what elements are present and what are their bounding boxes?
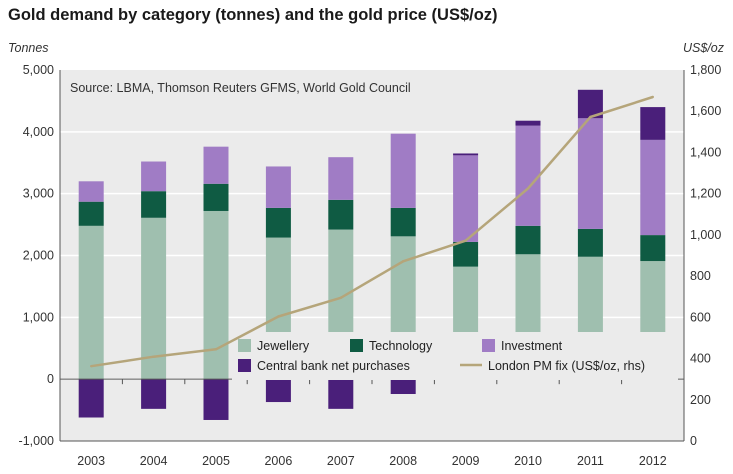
- y-tick-label: 4,000: [23, 125, 54, 139]
- y-right-tick-label: 600: [690, 310, 711, 324]
- bar-central-bank: [515, 120, 541, 126]
- bar-technology: [390, 207, 416, 237]
- bar-technology: [640, 235, 666, 262]
- bar-investment: [203, 146, 229, 184]
- y-tick-label: 3,000: [23, 187, 54, 201]
- bar-investment: [515, 125, 541, 226]
- x-tick-label: 2011: [577, 454, 604, 468]
- y-tick-label: -1,000: [19, 434, 54, 448]
- legend-label: Central bank net purchases: [257, 359, 410, 373]
- legend-swatch: [482, 339, 495, 352]
- bar-central-bank: [390, 379, 416, 395]
- legend-swatch: [238, 359, 251, 372]
- x-tick-label: 2006: [264, 454, 292, 468]
- bar-investment: [328, 157, 354, 200]
- price-point: [651, 95, 654, 99]
- price-point: [526, 187, 530, 190]
- bar-central-bank: [203, 379, 229, 420]
- x-tick-label: 2003: [77, 454, 105, 468]
- x-tick-label: 2008: [389, 454, 417, 468]
- bar-technology: [328, 199, 354, 230]
- y-tick-label: 1,000: [23, 310, 54, 324]
- price-line: [91, 95, 654, 368]
- x-tick-label: 2009: [452, 454, 480, 468]
- bar-technology: [141, 191, 167, 218]
- price-point: [464, 239, 467, 242]
- y-right-tick-label: 800: [690, 269, 711, 283]
- price-point: [402, 260, 405, 263]
- bar-investment: [390, 133, 416, 208]
- y-right-tick-label: 0: [690, 434, 697, 448]
- bar-jewellery: [78, 225, 104, 380]
- legend-label: Technology: [369, 339, 433, 353]
- legend-label: Jewellery: [257, 339, 310, 353]
- bar-investment: [453, 155, 479, 242]
- y-axis-right-title: US$/oz: [683, 41, 725, 55]
- legend: Jewellery Technology Investment Central ban…: [232, 332, 678, 380]
- bar-investment: [577, 118, 603, 229]
- y-tick-label: 0: [47, 372, 54, 386]
- legend-box: [232, 332, 678, 380]
- y-tick-label: 2,000: [23, 249, 54, 263]
- bar-investment: [141, 161, 167, 192]
- price-point: [214, 348, 218, 351]
- bar-technology: [265, 207, 291, 238]
- bar-central-bank: [453, 153, 479, 156]
- y-right-tick-label: 200: [690, 393, 711, 407]
- source-note: Source: LBMA, Thomson Reuters GFMS, Worl…: [70, 81, 411, 95]
- y-right-tick-label: 1,200: [690, 187, 721, 201]
- y-axis-title: Tonnes: [8, 41, 49, 55]
- y-tick-label: 5,000: [23, 63, 54, 77]
- price-point: [152, 355, 155, 358]
- chart-title: Gold demand by category (tonnes) and the…: [8, 6, 498, 24]
- legend-label: London PM fix (US$/oz, rhs): [488, 359, 645, 373]
- price-line-layer: [90, 95, 654, 368]
- x-tick-label: 2005: [202, 454, 230, 468]
- bar-investment: [640, 139, 666, 236]
- bar-jewellery: [141, 217, 167, 380]
- price-point: [339, 296, 342, 299]
- bar-technology: [78, 201, 104, 226]
- y-right-tick-label: 1,800: [690, 63, 721, 77]
- bar-investment: [265, 166, 291, 208]
- legend-label: Investment: [501, 339, 563, 353]
- x-tick-label: 2007: [327, 454, 355, 468]
- y-right-tick-label: 1,000: [690, 228, 721, 242]
- bars: [78, 89, 666, 420]
- bar-technology: [453, 241, 479, 267]
- legend-swatch: [350, 339, 363, 352]
- bar-central-bank: [640, 107, 666, 140]
- x-tick-label: 2012: [639, 454, 667, 468]
- bar-jewellery: [203, 210, 229, 380]
- bar-central-bank: [328, 379, 354, 409]
- tick-labels: -1,000 0 1,000 2,000 3,000 4,000 5,000 0 200 400 6…: [19, 63, 722, 468]
- bar-technology: [515, 225, 541, 255]
- price-point: [90, 364, 93, 368]
- legend-swatch: [238, 339, 251, 352]
- y-right-tick-label: 1,400: [690, 145, 721, 159]
- bar-central-bank: [265, 379, 291, 403]
- y-right-tick-label: 400: [690, 352, 711, 366]
- bar-central-bank: [141, 379, 167, 409]
- y-right-tick-label: 1,600: [690, 104, 721, 118]
- bar-central-bank: [78, 379, 104, 418]
- bar-technology: [203, 183, 229, 211]
- price-point: [277, 315, 280, 318]
- x-tick-label: 2004: [140, 454, 168, 468]
- price-point: [589, 115, 592, 119]
- bar-technology: [577, 228, 603, 257]
- x-tick-label: 2010: [514, 454, 542, 468]
- bar-investment: [78, 181, 104, 202]
